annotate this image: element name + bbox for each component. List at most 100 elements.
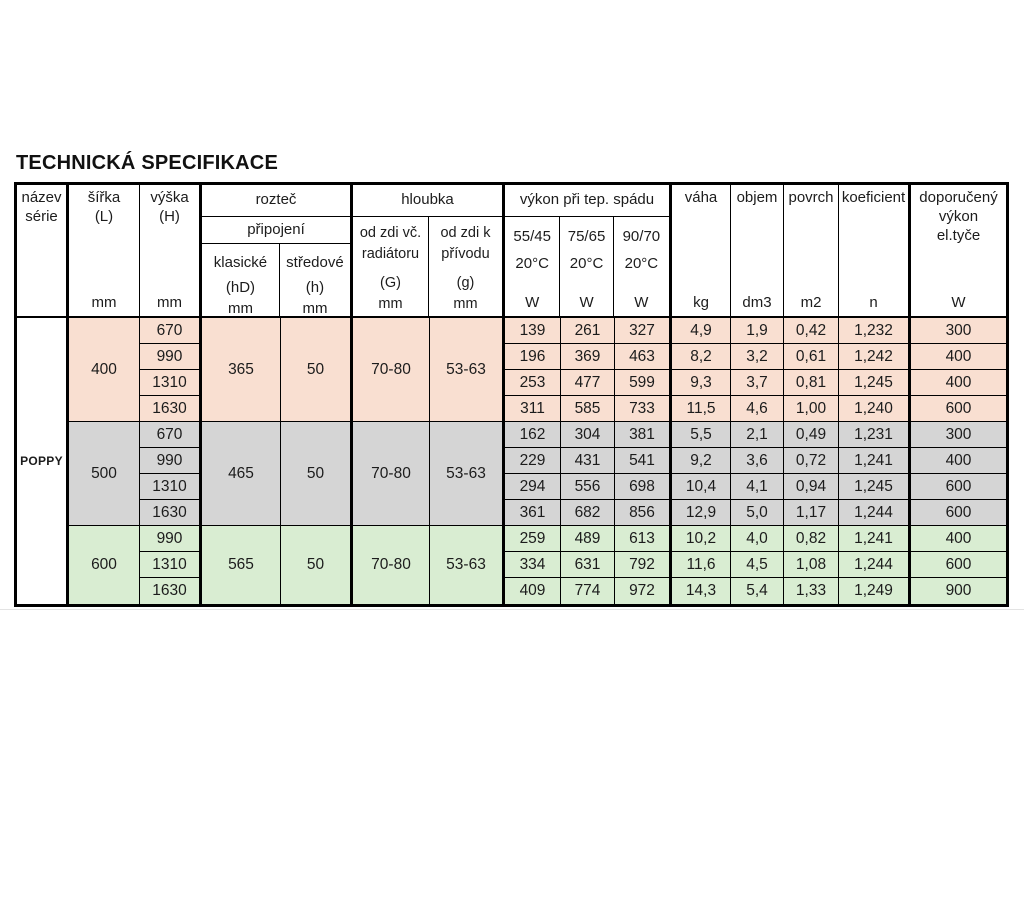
- header-vykon-title: výkon při tep. spádu: [505, 185, 669, 217]
- cell-value: 698: [615, 474, 672, 500]
- cell-vyska: 1630: [140, 578, 202, 604]
- cell-vyska: 990: [140, 526, 202, 552]
- spec-table: název série šířka (L) mm výška (H) mm ro…: [14, 182, 1009, 607]
- cell-sirka-group0: 400: [69, 318, 140, 422]
- cell-vyska: 1310: [140, 552, 202, 578]
- cell-value: 327: [615, 318, 672, 344]
- cell-value: 4,0: [731, 526, 784, 552]
- unit-label: mm: [91, 294, 117, 312]
- cell-hloubka-privod-group2: 53-63: [430, 526, 505, 604]
- cell-value: 0,82: [784, 526, 839, 552]
- cell-value: 1,00: [784, 396, 839, 422]
- header-povrch: povrch m2: [784, 185, 839, 318]
- header-objem: objem dm3: [731, 185, 784, 318]
- cell-value: 139: [505, 318, 561, 344]
- cell-value: 0,81: [784, 370, 839, 396]
- cell-value: 229: [505, 448, 561, 474]
- cell-value: 334: [505, 552, 561, 578]
- cell-vyska: 670: [140, 318, 202, 344]
- cell-value: 600: [911, 500, 1006, 526]
- cell-value: 261: [561, 318, 615, 344]
- cell-hloubka-radiator-group0: 70-80: [353, 318, 430, 422]
- cell-value: 3,2: [731, 344, 784, 370]
- cell-value: 253: [505, 370, 561, 396]
- header-roztec-group: rozteč připojení klasické (hD) mm středo…: [202, 185, 353, 322]
- cell-value: 400: [911, 526, 1006, 552]
- header-spad-75-65: 75/65 20°C W: [560, 217, 614, 316]
- cell-hloubka-privod-group0: 53-63: [430, 318, 505, 422]
- cell-vyska: 990: [140, 448, 202, 474]
- unit-label: mm: [227, 300, 253, 317]
- cell-value: 792: [615, 552, 672, 578]
- cell-value: 1,231: [839, 422, 911, 448]
- cell-value: 600: [911, 396, 1006, 422]
- header-hloubka-title: hloubka: [353, 185, 502, 217]
- cell-value: 294: [505, 474, 561, 500]
- header-doporuceny-vykon: doporučený výkon el.tyče W: [911, 185, 1006, 318]
- cell-value: 0,61: [784, 344, 839, 370]
- page-title: TECHNICKÁ SPECIFIKACE: [16, 152, 278, 174]
- cell-value: 4,9: [672, 318, 731, 344]
- cell-value: 3,6: [731, 448, 784, 474]
- cell-value: 5,4: [731, 578, 784, 604]
- unit-label: W: [579, 294, 594, 312]
- cell-vyska: 1630: [140, 500, 202, 526]
- cell-value: 972: [615, 578, 672, 604]
- cell-value: 400: [911, 370, 1006, 396]
- cell-hloubka-privod-group1: 53-63: [430, 422, 505, 526]
- cell-value: 4,6: [731, 396, 784, 422]
- header-spad-55-45: 55/45 20°C W: [505, 217, 561, 316]
- cell-value: 11,6: [672, 552, 731, 578]
- cell-roztec-stredove-group0: 50: [281, 318, 353, 422]
- cell-value: 600: [911, 474, 1006, 500]
- unit-label: W: [525, 294, 540, 312]
- header-label: název série: [21, 189, 62, 225]
- cell-value: 5,0: [731, 500, 784, 526]
- hloubka-subcolumns: od zdi vč. radiátoru (G) mm od zdi k pří…: [353, 217, 502, 316]
- unit-label: mm: [378, 295, 403, 312]
- cell-value: 311: [505, 396, 561, 422]
- cell-value: 400: [911, 344, 1006, 370]
- header-od-zdi-privod: od zdi k přívodu (g) mm: [429, 217, 502, 316]
- header-roztec-title: rozteč: [202, 185, 350, 217]
- vykon-subcolumns: 55/45 20°C W 75/65 20°C W 90/70 20°C W: [505, 217, 669, 316]
- cell-roztec-stredove-group1: 50: [281, 422, 353, 526]
- cell-value: 613: [615, 526, 672, 552]
- cell-value: 196: [505, 344, 561, 370]
- series-name-cell: POPPY: [17, 318, 69, 604]
- table-shadow-line: [0, 609, 1024, 610]
- cell-value: 733: [615, 396, 672, 422]
- unit-label: n: [869, 294, 878, 312]
- header-sirka: šířka (L) mm: [69, 185, 140, 318]
- cell-value: 10,4: [672, 474, 731, 500]
- header-label: výška (H): [150, 189, 189, 225]
- cell-value: 585: [561, 396, 615, 422]
- cell-value: 556: [561, 474, 615, 500]
- cell-value: 599: [615, 370, 672, 396]
- header-nazev-serie: název série: [17, 185, 69, 318]
- cell-roztec-stredove-group2: 50: [281, 526, 353, 604]
- roztec-subcolumns: klasické (hD) mm středové (h) mm: [202, 244, 350, 322]
- unit-label: W: [951, 294, 966, 312]
- cell-value: 1,244: [839, 552, 911, 578]
- unit-label: W: [634, 294, 649, 312]
- cell-value: 4,5: [731, 552, 784, 578]
- cell-value: 9,3: [672, 370, 731, 396]
- header-od-zdi-radiator: od zdi vč. radiátoru (G) mm: [353, 217, 429, 316]
- cell-value: 5,5: [672, 422, 731, 448]
- cell-roztec-klasicke-group0: 365: [202, 318, 281, 422]
- cell-vyska: 1310: [140, 474, 202, 500]
- cell-value: 3,7: [731, 370, 784, 396]
- header-pripojeni: připojení: [202, 217, 350, 244]
- cell-value: 12,9: [672, 500, 731, 526]
- cell-value: 409: [505, 578, 561, 604]
- cell-vyska: 1310: [140, 370, 202, 396]
- cell-vyska: 1630: [140, 396, 202, 422]
- cell-value: 14,3: [672, 578, 731, 604]
- cell-value: 1,241: [839, 526, 911, 552]
- cell-value: 300: [911, 318, 1006, 344]
- unit-label: kg: [693, 294, 709, 312]
- cell-value: 0,94: [784, 474, 839, 500]
- cell-hloubka-radiator-group1: 70-80: [353, 422, 430, 526]
- cell-value: 1,240: [839, 396, 911, 422]
